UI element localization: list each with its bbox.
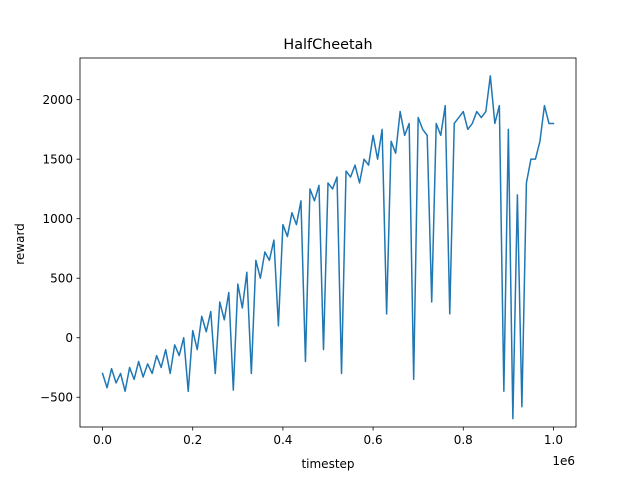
x-tick-label: 0.4 [273,433,292,447]
y-tick-label: 2000 [42,93,73,107]
series-line-0 [101,75,555,420]
y-tick-label: 1000 [42,212,73,226]
axes-frame [79,57,577,428]
x-tick-label: 1.0 [544,433,563,447]
y-tick-label: 0 [65,331,73,345]
chart-title: HalfCheetah [283,37,372,53]
y-tick-label: 500 [50,272,73,286]
y-axis-label: reward [13,223,27,265]
y-tick-label: −500 [40,391,73,405]
x-tick-label: 0.2 [183,433,202,447]
x-axis-label: timestep [301,457,354,471]
x-tick-label: 0.6 [364,433,383,447]
x-tick-label: 0.0 [93,433,112,447]
x-tick-label: 0.8 [454,433,473,447]
plot-area: 0.0 0.2 0.4 0.6 0.8 1.0 −500 0 500 1000 1500 2000 [40,57,577,447]
y-tick-label: 1500 [42,153,73,167]
x-axis-offset-label: 1e6 [552,454,575,468]
